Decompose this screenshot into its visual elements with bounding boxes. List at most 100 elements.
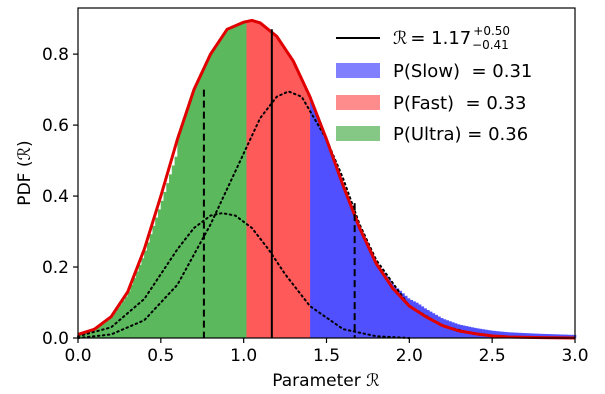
histogram-bar bbox=[144, 250, 148, 339]
legend-fast-text: P(Fast) = 0.33 bbox=[393, 93, 526, 114]
histogram-bar bbox=[387, 279, 391, 339]
histogram-bar bbox=[343, 190, 347, 339]
y-tick-label: 0.6 bbox=[42, 116, 69, 136]
histogram-bar bbox=[442, 319, 447, 339]
histogram-bar bbox=[229, 27, 234, 339]
histogram-bar bbox=[384, 276, 389, 339]
curves bbox=[77, 18, 576, 340]
total-fit-curve bbox=[77, 18, 576, 340]
histogram-bar bbox=[235, 24, 239, 339]
histogram-bar bbox=[218, 38, 223, 339]
histogram-bar bbox=[318, 122, 322, 339]
histogram-bar bbox=[177, 134, 181, 339]
vertical-lines bbox=[202, 29, 356, 338]
histogram-bar bbox=[246, 20, 250, 339]
histogram-bar bbox=[157, 209, 162, 339]
histogram-bar bbox=[199, 74, 203, 339]
histogram-bar bbox=[445, 320, 450, 339]
histogram-bar bbox=[279, 42, 284, 339]
histogram-bar bbox=[382, 272, 386, 339]
y-tick-label: 0.2 bbox=[42, 258, 69, 278]
histogram-bar bbox=[171, 165, 176, 339]
histogram-bar bbox=[379, 269, 383, 339]
histogram-bar bbox=[390, 283, 394, 339]
histogram-bar bbox=[221, 34, 225, 339]
histogram-bar bbox=[393, 285, 397, 339]
histogram-bar bbox=[210, 51, 214, 339]
histogram-bar bbox=[365, 243, 369, 339]
histogram-bar bbox=[193, 85, 198, 339]
histogram-bar bbox=[213, 47, 217, 339]
histogram-bar bbox=[315, 115, 319, 339]
histogram-bar bbox=[257, 22, 261, 339]
histogram-bar bbox=[359, 231, 364, 339]
histogram-bar bbox=[307, 94, 311, 339]
histogram-bar bbox=[285, 51, 289, 339]
histogram-bar bbox=[155, 217, 159, 339]
histogram-bar bbox=[357, 225, 361, 339]
histogram-bar bbox=[124, 296, 129, 339]
legend-ultra-text: P(Ultra) = 0.36 bbox=[393, 124, 528, 145]
histogram-bar bbox=[423, 308, 427, 339]
histogram-bar bbox=[127, 291, 131, 339]
x-tick-label: 1.0 bbox=[230, 346, 257, 366]
legend: ℛ = 1.17 +0.50 −0.41 P(Slow) = 0.31 P(Fast)… bbox=[336, 24, 532, 145]
histogram-bar bbox=[321, 129, 325, 339]
histogram-bar bbox=[437, 316, 441, 339]
x-tick-label: 2.0 bbox=[396, 346, 423, 366]
histogram-bar bbox=[296, 70, 300, 339]
histogram-bar bbox=[169, 174, 173, 339]
histogram-bar bbox=[180, 125, 184, 339]
histogram-bar bbox=[426, 309, 430, 339]
histogram-bar bbox=[346, 197, 350, 339]
histogram-bar bbox=[370, 255, 375, 339]
histogram-bar bbox=[340, 182, 344, 339]
histogram-bar bbox=[163, 191, 167, 339]
x-tick-label: 1.5 bbox=[313, 346, 340, 366]
x-tick-label: 0.0 bbox=[64, 346, 91, 366]
histogram-bar bbox=[440, 318, 444, 339]
histogram-bar bbox=[152, 225, 156, 339]
histogram-bar bbox=[323, 136, 328, 339]
histogram-bar bbox=[121, 300, 126, 339]
histogram-bar bbox=[185, 109, 189, 339]
histogram-bar bbox=[326, 144, 331, 339]
histogram-bar bbox=[434, 314, 438, 339]
histogram-bar bbox=[141, 258, 145, 339]
x-tick-label: 0.5 bbox=[147, 346, 174, 366]
legend-fast-swatch bbox=[336, 95, 380, 110]
histogram-bar bbox=[329, 151, 333, 339]
legend-slow-swatch bbox=[336, 63, 380, 78]
histogram-bar bbox=[182, 117, 187, 339]
histogram-bar bbox=[299, 76, 303, 339]
histogram-bar bbox=[252, 20, 256, 339]
x-axis-label: Parameter ℛ bbox=[272, 371, 379, 391]
histogram-bar bbox=[417, 304, 422, 339]
histogram-bar bbox=[232, 25, 236, 339]
legend-median-text: ℛ = 1.17 +0.50 −0.41 bbox=[393, 24, 510, 52]
histogram-bar bbox=[166, 183, 170, 339]
component-curve-1 bbox=[77, 212, 411, 339]
histogram-bar bbox=[138, 264, 142, 339]
histogram-bar bbox=[276, 38, 281, 339]
y-tick-label: 0.4 bbox=[42, 187, 69, 207]
histogram-bar bbox=[263, 26, 267, 339]
x-axis-ticks: 0.0 0.5 1.0 1.5 2.0 2.5 3.0 bbox=[64, 338, 589, 366]
histogram-bar bbox=[260, 24, 264, 339]
histogram-bar bbox=[243, 21, 248, 339]
y-tick-label: 0.0 bbox=[42, 329, 69, 349]
histogram-bar bbox=[431, 313, 436, 339]
histogram-bar bbox=[174, 156, 178, 339]
y-axis-label: PDF (ℛ) bbox=[15, 140, 35, 205]
histogram-bar bbox=[207, 56, 212, 339]
legend-ultra-swatch bbox=[336, 126, 380, 141]
histogram-bar bbox=[337, 175, 342, 339]
y-tick-label: 0.8 bbox=[42, 45, 69, 65]
histogram-bar bbox=[362, 237, 367, 339]
histogram-bar bbox=[265, 28, 270, 339]
legend-slow-text: P(Slow) = 0.31 bbox=[393, 61, 532, 82]
histogram-bar bbox=[290, 59, 295, 339]
histogram-bar bbox=[373, 261, 378, 339]
histogram-bar bbox=[332, 159, 336, 339]
